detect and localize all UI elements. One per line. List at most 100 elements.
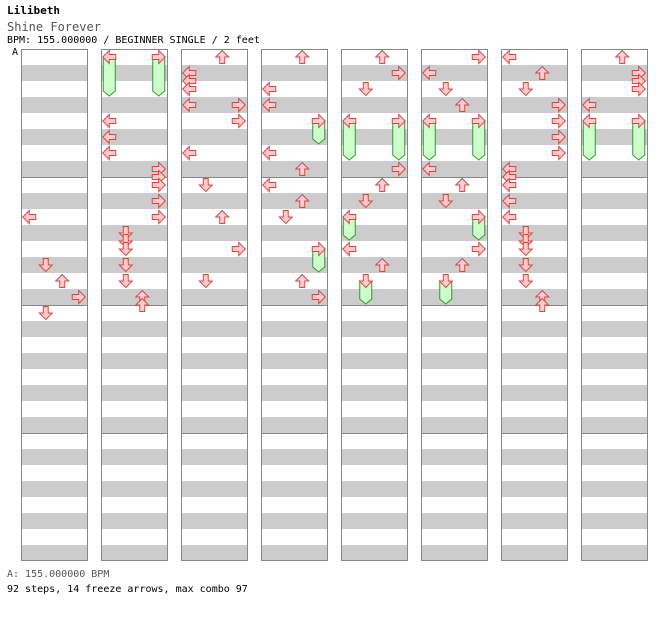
beat-stripe — [261, 225, 328, 241]
beat-stripe — [501, 353, 568, 369]
beat-stripe — [101, 129, 168, 145]
beat-stripe — [181, 193, 248, 209]
beat-stripe — [421, 193, 488, 209]
beat-stripe — [181, 513, 248, 529]
step-arrow-down — [438, 82, 454, 97]
beat-stripe — [341, 225, 408, 241]
step-arrow-up — [614, 49, 630, 64]
beat-stripe — [101, 321, 168, 337]
beat-stripe — [21, 225, 88, 241]
step-arrow-down — [198, 178, 214, 193]
beat-stripe — [181, 257, 248, 273]
step-arrow-right — [471, 209, 486, 225]
step-arrow-up — [294, 193, 310, 208]
beat-stripe — [261, 481, 328, 497]
beat-stripe — [341, 545, 408, 561]
artist-name: Lilibeth — [7, 4, 60, 17]
step-arrow-up — [374, 257, 390, 272]
step-arrow-left — [502, 193, 517, 209]
step-arrow-left — [422, 113, 437, 129]
step-arrow-right — [311, 241, 326, 257]
beat-stripe — [21, 417, 88, 433]
beat-stripe — [421, 129, 488, 145]
step-arrow-right — [391, 65, 406, 81]
step-arrow-left — [262, 145, 277, 161]
beat-stripe — [581, 321, 648, 337]
beat-stripe — [421, 321, 488, 337]
beat-stripe — [261, 321, 328, 337]
step-arrow-right — [311, 113, 326, 129]
beat-stripe — [261, 385, 328, 401]
step-arrow-right — [151, 49, 166, 65]
beat-stripe — [341, 353, 408, 369]
beat-stripe — [341, 481, 408, 497]
step-arrow-down — [518, 274, 534, 289]
beat-stripe — [261, 65, 328, 81]
step-arrow-up — [374, 49, 390, 64]
step-arrow-right — [471, 113, 486, 129]
step-arrow-left — [342, 241, 357, 257]
beat-stripe — [341, 161, 408, 177]
step-arrow-down — [278, 210, 294, 225]
beat-stripe — [501, 289, 568, 305]
step-arrow-right — [231, 97, 246, 113]
beat-stripe — [21, 385, 88, 401]
beat-stripe — [181, 161, 248, 177]
step-arrow-right — [631, 113, 646, 129]
beat-stripe — [101, 289, 168, 305]
step-arrow-down — [118, 274, 134, 289]
step-arrow-right — [151, 177, 166, 193]
beat-stripe — [341, 129, 408, 145]
step-arrow-down — [518, 82, 534, 97]
beat-stripe — [261, 129, 328, 145]
step-arrow-up — [134, 297, 150, 312]
beat-stripe — [501, 545, 568, 561]
beat-stripe — [101, 97, 168, 113]
beat-stripe — [501, 513, 568, 529]
step-arrow-up — [454, 257, 470, 272]
step-arrow-right — [471, 241, 486, 257]
beat-stripe — [261, 257, 328, 273]
beat-stripe — [341, 385, 408, 401]
step-arrow-right — [471, 49, 486, 65]
step-arrow-down — [518, 242, 534, 257]
step-arrow-up — [214, 209, 230, 224]
beat-stripe — [581, 65, 648, 81]
beat-stripe — [341, 289, 408, 305]
beat-stripe — [501, 65, 568, 81]
beat-stripe — [581, 481, 648, 497]
beat-stripe — [421, 481, 488, 497]
beat-stripe — [21, 449, 88, 465]
step-arrow-down — [118, 242, 134, 257]
step-arrow-up — [214, 49, 230, 64]
beat-stripe — [181, 353, 248, 369]
step-arrow-left — [582, 113, 597, 129]
beat-stripe — [21, 321, 88, 337]
beat-stripe — [341, 449, 408, 465]
step-arrow-left — [22, 209, 37, 225]
step-arrow-right — [151, 209, 166, 225]
step-arrow-left — [182, 145, 197, 161]
step-arrow-right — [311, 289, 326, 305]
step-arrow-up — [534, 65, 550, 80]
step-arrow-left — [262, 97, 277, 113]
beat-stripe — [581, 161, 648, 177]
beat-stripe — [101, 225, 168, 241]
step-arrow-left — [182, 97, 197, 113]
beat-stripe — [101, 417, 168, 433]
beat-stripe — [421, 417, 488, 433]
step-arrow-left — [102, 129, 117, 145]
beat-stripe — [21, 353, 88, 369]
beat-stripe — [501, 481, 568, 497]
beat-stripe — [341, 65, 408, 81]
beat-stripe — [261, 513, 328, 529]
step-arrow-right — [231, 113, 246, 129]
step-arrow-right — [631, 81, 646, 97]
beat-stripe — [181, 449, 248, 465]
beat-stripe — [101, 449, 168, 465]
step-arrow-right — [551, 97, 566, 113]
beat-stripe — [101, 545, 168, 561]
bpm-legend: A: 155.000000 BPM — [7, 569, 110, 580]
step-arrow-up — [294, 49, 310, 64]
